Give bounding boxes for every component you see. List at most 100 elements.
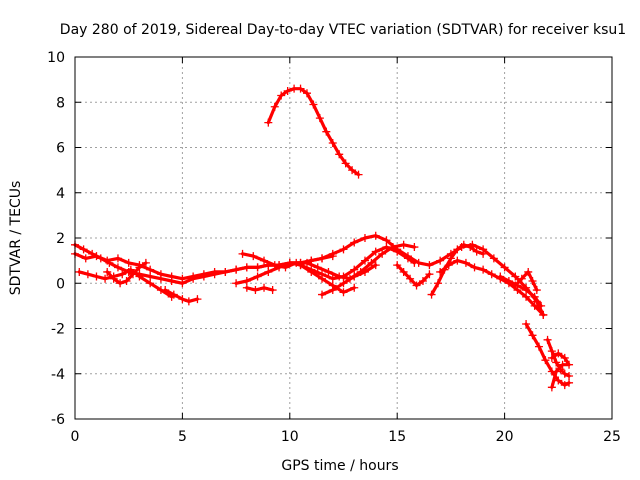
data-point (565, 372, 574, 381)
data-point (425, 270, 434, 279)
data-point (221, 267, 230, 276)
data-point (253, 272, 262, 281)
data-point (92, 272, 101, 281)
y-tick-label: 8 (56, 95, 65, 111)
x-tick-labels: 0 5 10 15 20 25 (71, 429, 621, 445)
data-point (382, 243, 391, 252)
series-line (245, 286, 275, 292)
data-point (109, 274, 118, 283)
data-point (350, 238, 359, 247)
data-point (532, 286, 541, 295)
y-tick-label: -2 (51, 322, 65, 338)
x-tick-label: 25 (603, 429, 621, 445)
data-point (283, 86, 292, 95)
data-point (466, 243, 475, 252)
data-point (296, 261, 305, 270)
data-point (242, 283, 251, 292)
data-point (393, 247, 402, 256)
data-point (382, 236, 391, 245)
data-point (427, 290, 436, 299)
data-point (328, 138, 337, 147)
data-point (360, 256, 369, 265)
data-point (459, 240, 468, 249)
data-point (367, 258, 376, 267)
data-point (378, 249, 387, 258)
data-point (410, 243, 419, 252)
y-tick-label: 6 (56, 141, 65, 157)
data-point (116, 279, 125, 288)
data-point (560, 369, 569, 378)
data-point (339, 279, 348, 288)
series-arc-5 (161, 286, 202, 306)
data-point (547, 353, 556, 362)
data-point (472, 247, 481, 256)
data-point (504, 276, 513, 285)
data-series (71, 84, 574, 392)
data-point (75, 267, 84, 276)
data-point (500, 263, 509, 272)
data-point (360, 234, 369, 242)
data-point (479, 249, 488, 258)
data-point (436, 267, 445, 276)
data-point (242, 276, 251, 285)
data-point (534, 342, 543, 351)
data-point (324, 267, 333, 276)
data-point (461, 258, 470, 267)
data-point (446, 254, 455, 263)
y-tick-label: -4 (51, 367, 65, 383)
chart-title: Day 280 of 2019, Sidereal Day-to-day VTE… (60, 22, 626, 38)
data-point (178, 279, 187, 288)
tick-marks (74, 56, 613, 420)
data-point (410, 258, 419, 267)
data-point (296, 84, 305, 93)
data-point (360, 267, 369, 276)
data-point (348, 166, 357, 175)
data-point (251, 286, 260, 295)
data-point (528, 276, 537, 285)
data-point (210, 270, 219, 279)
data-point (81, 254, 90, 263)
data-point (350, 265, 359, 274)
data-point (318, 290, 327, 299)
data-point (339, 245, 348, 254)
data-point (453, 256, 462, 265)
data-point (184, 297, 193, 306)
data-point (522, 292, 531, 301)
data-point (522, 286, 531, 295)
data-point (118, 270, 127, 279)
data-point (113, 254, 122, 263)
data-point (242, 263, 251, 272)
data-point (406, 274, 415, 283)
data-point (122, 276, 131, 285)
data-point (436, 256, 445, 265)
data-point (101, 274, 110, 283)
data-point (528, 331, 537, 340)
data-point (264, 118, 273, 127)
data-point (128, 270, 137, 279)
data-point (260, 283, 269, 292)
data-point (318, 274, 327, 283)
data-point (560, 353, 569, 362)
data-point (479, 265, 488, 274)
data-point (393, 261, 402, 270)
data-point (539, 310, 548, 319)
data-point (350, 272, 359, 281)
x-tick-label: 5 (178, 429, 187, 445)
data-point (113, 263, 122, 272)
y-axis-label: SDTVAR / TECUs (8, 181, 24, 296)
data-point (552, 358, 561, 367)
data-point (315, 114, 324, 123)
data-point (354, 170, 363, 179)
data-point (169, 290, 178, 299)
data-point (156, 274, 165, 283)
data-point (318, 254, 327, 263)
series-line (395, 263, 431, 288)
data-point (399, 267, 408, 276)
data-point (543, 335, 552, 344)
y-tick-label: 4 (56, 186, 65, 202)
data-point (560, 381, 569, 390)
data-point (141, 258, 150, 267)
series-arc-9 (296, 261, 359, 297)
data-point (453, 245, 462, 254)
